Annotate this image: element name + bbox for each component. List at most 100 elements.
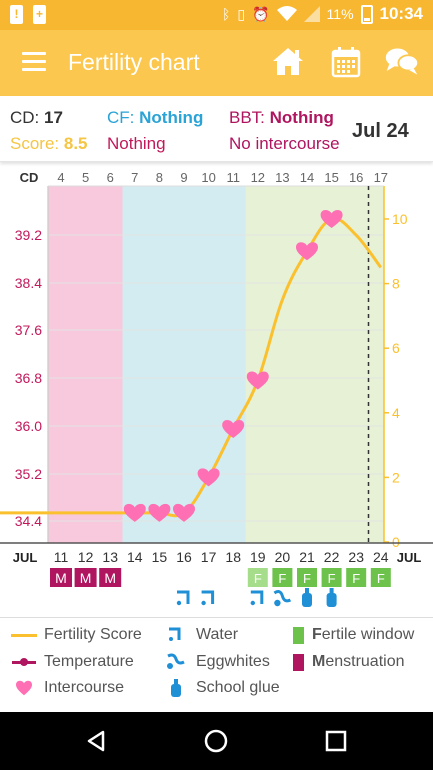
cervical-fluid-label: CF:	[107, 108, 135, 127]
y-right-tick: 10	[392, 211, 408, 227]
temperature-line-icon	[12, 657, 36, 666]
y-right-tick: 4	[392, 405, 400, 421]
legend-label: Fertility Score	[44, 626, 142, 643]
water-mark	[250, 590, 264, 604]
date-tick: 24	[373, 549, 389, 565]
phase-pre-fertile	[122, 186, 246, 543]
chat-icon[interactable]	[384, 44, 420, 80]
legend-label: enstruation	[325, 653, 405, 670]
y-right-tick: 0	[392, 534, 400, 550]
cycle-day-tick: 13	[275, 170, 289, 185]
calendar-icon[interactable]	[328, 44, 364, 80]
menu-icon[interactable]	[22, 52, 46, 72]
y-right-tick: 8	[392, 276, 400, 292]
y-left-tick: 36.8	[15, 370, 42, 386]
water-mark	[177, 590, 190, 604]
eggwhites-icon	[167, 653, 185, 669]
score-line-icon	[11, 633, 37, 637]
fertile-mark	[321, 568, 342, 587]
fertile-mark-label: F	[328, 571, 336, 586]
recents-icon[interactable]	[324, 729, 348, 753]
cd-header-label: CD	[20, 170, 39, 185]
legend-fertility-score: Fertility Score	[10, 626, 142, 644]
signal-icon	[303, 6, 320, 22]
intercourse-heart	[123, 503, 146, 522]
score-info: Score: 8.5	[10, 134, 88, 154]
bbt-label: BBT:	[229, 108, 265, 127]
menstruation-mark-label: M	[104, 570, 116, 586]
legend-label-initial: F	[312, 626, 322, 643]
fertile-mark	[297, 568, 317, 587]
page-title: Fertility chart	[68, 49, 200, 75]
y-left-tick: 34.4	[15, 513, 42, 529]
battery-percent: 11%	[326, 6, 354, 22]
cycle-day-value: 17	[44, 108, 63, 127]
app-bar: Fertility chart	[0, 30, 433, 96]
fertile-mark	[272, 568, 293, 587]
alarm-icon: ⏰	[252, 5, 270, 22]
back-icon[interactable]	[84, 729, 108, 753]
intercourse-heart	[222, 419, 245, 438]
y-left-tick: 39.2	[15, 227, 42, 243]
fertile-mark-label: F	[303, 571, 311, 586]
intercourse-heart	[197, 468, 220, 487]
cervical-fluid-info: CF: Nothing	[107, 108, 203, 128]
y-left-tick: 35.2	[15, 466, 42, 482]
wifi-icon	[276, 6, 297, 21]
water-mark-drop	[176, 600, 182, 606]
intercourse-heart	[148, 503, 171, 522]
score-value: 8.5	[63, 134, 88, 153]
fertile-mark-label: F	[352, 571, 360, 586]
cycle-day-tick: 10	[201, 170, 215, 185]
fertile-mark	[370, 568, 391, 587]
date-tick: 20	[275, 549, 291, 565]
legend-label: Intercourse	[44, 679, 125, 696]
clock: 10:34	[379, 4, 423, 23]
water-mark-drop	[250, 600, 255, 606]
y-left-tick: 38.4	[15, 275, 42, 291]
y-right-tick: 2	[392, 469, 400, 485]
home-icon[interactable]	[270, 44, 306, 80]
water-icon	[169, 627, 181, 641]
score-label: Score:	[10, 134, 60, 153]
legend-label: Temperature	[44, 653, 134, 670]
legend-temperature: Temperature	[10, 653, 134, 671]
date-tick: 14	[127, 549, 143, 565]
menstruation-mark	[50, 568, 72, 587]
y-left-tick: 37.6	[15, 322, 42, 338]
fertile-mark-label: F	[278, 571, 286, 586]
bbt-value: Nothing	[269, 108, 334, 127]
home-circle-icon[interactable]	[204, 729, 228, 753]
legend-label: Water	[196, 626, 239, 643]
selected-date[interactable]: Jul 24	[352, 120, 409, 142]
intercourse-sub: No intercourse	[229, 134, 340, 153]
y-right-tick: 6	[392, 340, 400, 356]
date-tick: 13	[102, 549, 118, 565]
glue-mark-cap	[305, 588, 309, 593]
menstruation-mark-label: M	[55, 570, 67, 586]
cycle-day-tick: 9	[180, 170, 187, 185]
fertile-mark-label: F	[254, 571, 262, 586]
menstruation-mark	[99, 568, 122, 587]
legend-intercourse: Intercourse	[10, 679, 124, 697]
bbt-info: BBT: Nothing	[229, 108, 334, 128]
date-tick: 11	[54, 549, 69, 565]
cycle-day-tick: 17	[374, 170, 388, 185]
bluetooth-icon: ᛒ	[221, 6, 231, 22]
cervical-fluid-sub: Nothing	[107, 134, 166, 153]
month-label-left: JUL	[13, 550, 38, 565]
menstruation-square-icon	[292, 653, 304, 671]
glue-mark-cap	[329, 588, 334, 593]
legend-label: School glue	[196, 679, 280, 696]
cycle-day-tick: 8	[156, 170, 163, 185]
legend-school-glue: School glue	[162, 679, 280, 697]
date-tick: 21	[299, 549, 315, 565]
glue-mark	[326, 593, 337, 607]
cycle-day-tick: 5	[82, 170, 89, 185]
date-tick: 12	[78, 549, 94, 565]
intercourse-heart	[173, 503, 195, 522]
